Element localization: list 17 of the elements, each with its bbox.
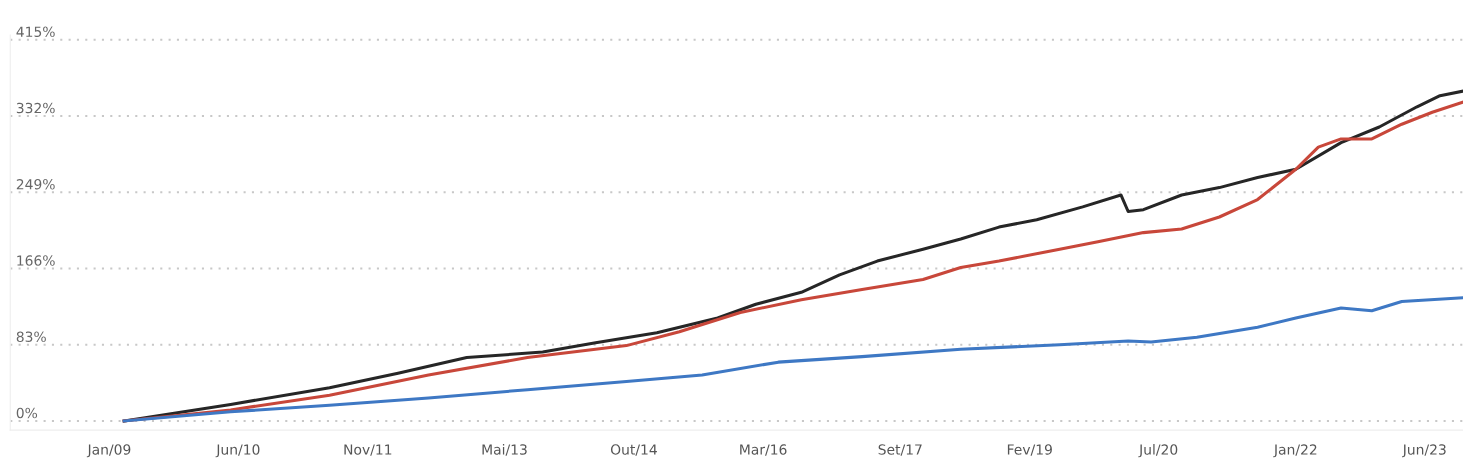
- x-tick-label: Jun/10: [215, 444, 260, 458]
- x-tick-label: Jan/22: [1273, 444, 1317, 458]
- x-tick-label: Mai/13: [482, 444, 527, 456]
- y-tick-label: 249%: [16, 179, 55, 190]
- x-tick-label: Fev/19: [1007, 444, 1052, 456]
- y-tick-label: 166%: [17, 255, 55, 266]
- x-tick-label: Jun/23: [1402, 444, 1446, 458]
- y-tick-label: 83%: [16, 331, 46, 342]
- y-tick-label: 0%: [16, 407, 38, 419]
- x-tick-label: Jan/09: [86, 444, 131, 458]
- y-tick-label: 332%: [16, 102, 55, 114]
- x-tick-label: Out/14: [610, 444, 657, 456]
- x-tick-label: Nov/11: [344, 444, 392, 456]
- x-tick-label: Mar/16: [740, 444, 787, 456]
- x-tick-label: Set/17: [878, 444, 922, 456]
- y-tick-label: 415%: [16, 26, 55, 38]
- x-tick-label: Jul/20: [1138, 444, 1178, 458]
